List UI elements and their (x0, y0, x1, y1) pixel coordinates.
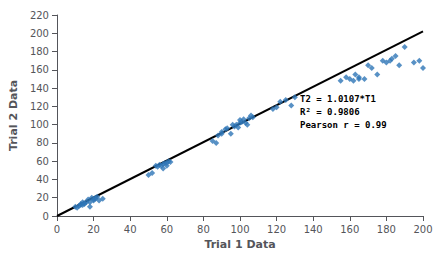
svg-text:R² = 0.9806: R² = 0.9806 (300, 107, 360, 117)
svg-text:180: 180 (30, 46, 49, 57)
svg-text:40: 40 (124, 224, 137, 235)
svg-text:T2 = 1.0107*T1: T2 = 1.0107*T1 (300, 94, 376, 104)
svg-text:80: 80 (36, 137, 49, 148)
svg-text:140: 140 (30, 83, 49, 94)
svg-text:100: 100 (30, 119, 49, 130)
svg-text:200: 200 (30, 28, 49, 39)
svg-text:Trial 1 Data: Trial 1 Data (204, 238, 275, 251)
svg-text:40: 40 (36, 174, 49, 185)
svg-text:220: 220 (30, 10, 49, 21)
svg-text:120: 120 (30, 101, 49, 112)
svg-text:180: 180 (377, 224, 396, 235)
svg-text:20: 20 (87, 224, 100, 235)
svg-text:0: 0 (54, 224, 60, 235)
svg-text:140: 140 (304, 224, 323, 235)
svg-text:200: 200 (413, 224, 432, 235)
svg-text:100: 100 (230, 224, 249, 235)
svg-text:20: 20 (36, 192, 49, 203)
svg-text:Pearson r = 0.99: Pearson r = 0.99 (300, 120, 387, 130)
svg-text:80: 80 (197, 224, 210, 235)
svg-text:Trial 2 Data: Trial 2 Data (7, 80, 20, 151)
svg-text:60: 60 (36, 156, 49, 167)
svg-text:60: 60 (160, 224, 173, 235)
svg-text:120: 120 (267, 224, 286, 235)
svg-text:160: 160 (30, 64, 49, 75)
svg-text:0: 0 (43, 211, 49, 222)
svg-text:160: 160 (340, 224, 359, 235)
